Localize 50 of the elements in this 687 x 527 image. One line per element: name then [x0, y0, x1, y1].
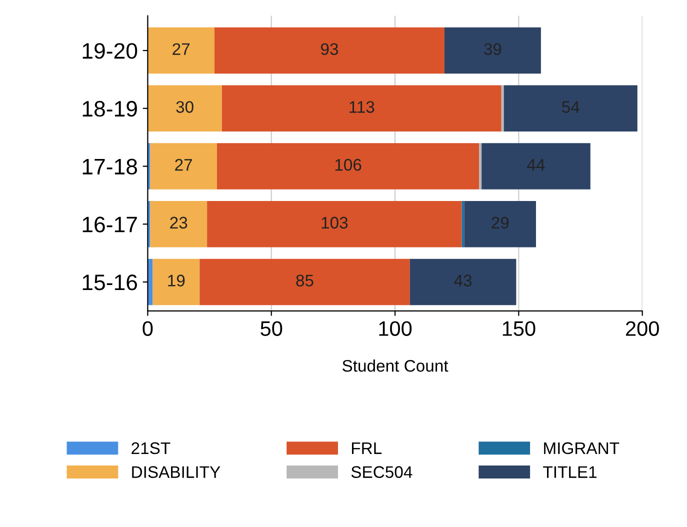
data-label: 44	[527, 159, 545, 171]
data-label: 30	[176, 101, 194, 113]
data-label: 113	[350, 101, 374, 113]
bar	[504, 85, 638, 132]
legend-label: FRL	[352, 442, 382, 454]
bar	[150, 143, 217, 190]
legend-label: TITLE1	[543, 466, 597, 478]
x-tick-label: 0	[142, 321, 153, 336]
bar	[216, 143, 480, 190]
y-tick-label: 16-17	[82, 216, 137, 232]
y-tick-label: 19-20	[82, 43, 138, 59]
y-tick-label: 17-18	[82, 158, 138, 175]
bar	[462, 200, 464, 248]
data-label: 29	[492, 216, 509, 229]
bar	[200, 258, 410, 306]
bar	[222, 85, 502, 132]
data-label: 19	[168, 274, 185, 286]
bar	[214, 27, 444, 74]
legend-label: DISABILITY	[132, 466, 220, 478]
legend-label: MIGRANT	[544, 442, 620, 454]
x-tick-label: 200	[626, 321, 659, 336]
bar	[207, 200, 462, 248]
bar	[479, 143, 482, 190]
data-label: 27	[175, 158, 192, 171]
x-axis-title: Student Count	[342, 360, 448, 372]
bar	[410, 258, 516, 306]
x-tick-label: 150	[502, 321, 536, 336]
data-label: 54	[562, 101, 580, 113]
legend-label: 21ST	[132, 442, 170, 454]
bar	[148, 27, 214, 74]
data-label: 27	[172, 43, 190, 55]
data-label: 39	[484, 43, 502, 56]
bar	[150, 200, 208, 248]
bar	[444, 27, 541, 74]
x-tick-label: 50	[260, 321, 282, 336]
data-label: 43	[454, 274, 472, 286]
data-label: 103	[322, 216, 348, 229]
data-label: 93	[321, 43, 338, 56]
bar	[501, 85, 504, 132]
bar	[464, 200, 536, 248]
data-label: 106	[335, 158, 362, 171]
x-tick-label: 100	[379, 321, 412, 336]
bar	[152, 258, 200, 306]
bar	[482, 143, 590, 190]
bar	[148, 85, 222, 132]
legend-label: SEC504	[351, 466, 412, 478]
y-tick-label: 18-19	[82, 100, 137, 117]
y-tick-label: 15-16	[82, 274, 138, 290]
data-label: 85	[296, 274, 314, 286]
data-label: 23	[170, 216, 188, 229]
